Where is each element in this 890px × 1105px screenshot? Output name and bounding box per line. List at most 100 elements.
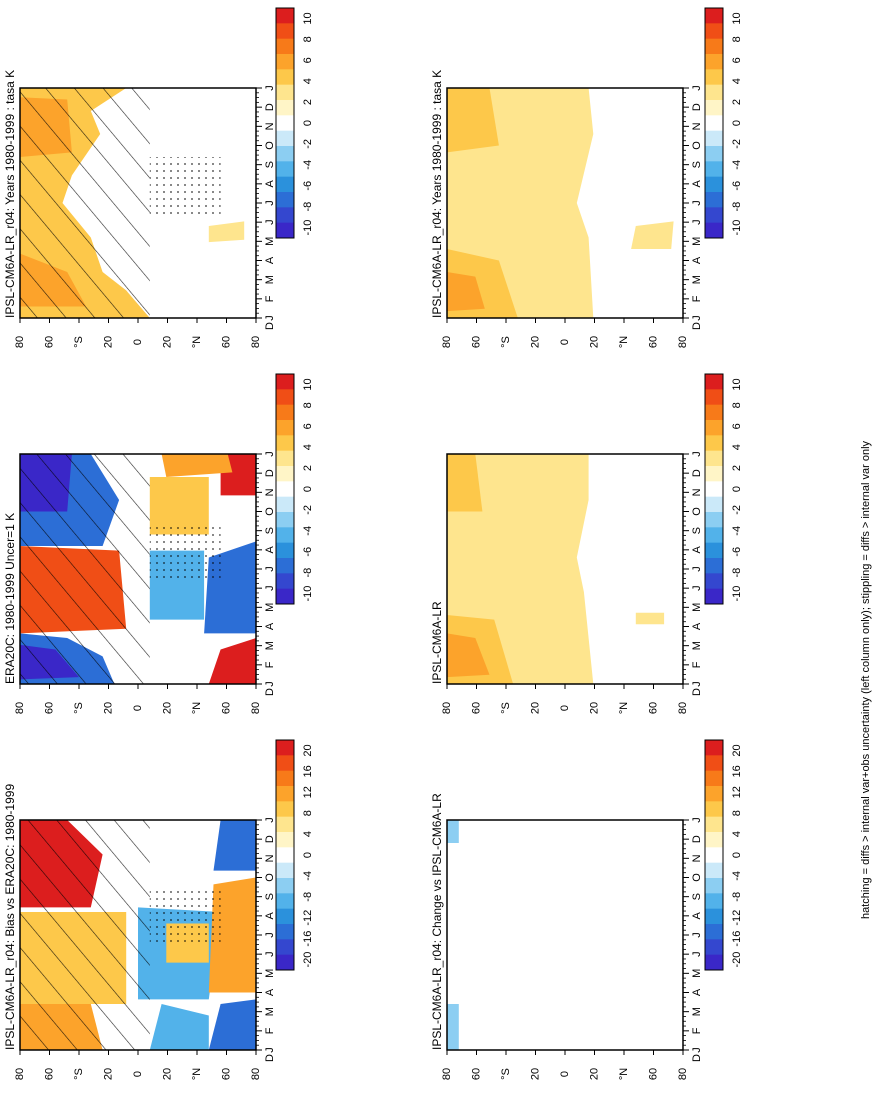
month-tick-label: M xyxy=(264,275,276,284)
colorbar-label: -8 xyxy=(302,568,314,578)
month-tick-label: S xyxy=(691,893,703,900)
colorbar-swatch xyxy=(705,801,723,818)
lat-tick-label: °N xyxy=(191,1068,203,1080)
colorbar-label: -4 xyxy=(302,871,314,881)
lat-tick-label: 20 xyxy=(161,702,173,714)
month-tick-label: J xyxy=(691,315,703,321)
colorbar-label: 12 xyxy=(731,786,743,798)
month-tick-label: J xyxy=(264,219,276,225)
lat-tick-label: °N xyxy=(618,1068,630,1080)
month-tick-label: J xyxy=(264,1047,276,1053)
colorbar-swatch xyxy=(705,176,723,193)
colorbar-swatch xyxy=(705,755,723,772)
stippling xyxy=(149,523,221,581)
colorbar-swatch xyxy=(276,740,294,756)
colorbar-swatch xyxy=(705,878,723,894)
colorbar-swatch xyxy=(276,176,294,193)
colorbar-label: 0 xyxy=(731,486,743,492)
month-tick-label: M xyxy=(264,1007,276,1016)
lat-tick-label: °S xyxy=(73,336,85,348)
colorbar-label: 6 xyxy=(302,57,314,63)
lat-tick-label: °N xyxy=(191,336,203,348)
month-tick-label: A xyxy=(691,546,703,554)
axis-start-label: D xyxy=(264,1054,276,1062)
colorbar-swatch xyxy=(705,389,723,406)
month-tick-label: A xyxy=(691,180,703,188)
colorbar-swatch xyxy=(276,527,294,544)
colorbar-swatch xyxy=(276,69,294,86)
month-tick-label: D xyxy=(691,835,703,843)
colorbar-swatch xyxy=(276,146,294,162)
panel-title: IPSL-CM6A-LR xyxy=(430,601,444,684)
lat-tick-label: 0 xyxy=(132,705,144,711)
contour-region xyxy=(447,454,483,512)
colorbar-swatch xyxy=(276,161,294,178)
colorbar-label: 12 xyxy=(302,786,314,798)
colorbar-swatch xyxy=(705,481,723,498)
colorbar-label: -10 xyxy=(302,586,314,602)
lat-tick-label: 20 xyxy=(588,1068,600,1080)
colorbar-label: 20 xyxy=(302,744,314,756)
colorbar-swatch xyxy=(705,862,723,879)
colorbar-frame xyxy=(275,373,295,605)
month-tick-label: O xyxy=(691,141,703,150)
month-tick-label: O xyxy=(264,507,276,516)
colorbar-label: 10 xyxy=(731,378,743,390)
lat-tick-label: °S xyxy=(73,1068,85,1080)
lat-tick-label: 60 xyxy=(220,1068,232,1080)
colorbar-swatch xyxy=(276,832,294,848)
colorbar-frame xyxy=(275,7,295,239)
colorbar-swatch xyxy=(276,878,294,894)
month-tick-label: J xyxy=(264,585,276,591)
colorbar-swatch xyxy=(705,542,723,559)
colorbar-swatch xyxy=(276,954,294,971)
month-tick-label: N xyxy=(691,122,703,130)
colorbar-label: 2 xyxy=(731,99,743,105)
lat-tick-label: 60 xyxy=(43,1068,55,1080)
contour-region xyxy=(447,633,490,678)
colorbar-swatch xyxy=(276,924,294,940)
month-tick-label: F xyxy=(264,1027,276,1034)
colorbar-swatch xyxy=(276,192,294,208)
colorbar-label: 8 xyxy=(302,36,314,42)
colorbar-label: -12 xyxy=(731,910,743,926)
colorbar-swatch xyxy=(276,558,294,574)
month-tick-label: J xyxy=(264,932,276,938)
month-tick-label: S xyxy=(264,893,276,900)
contour-region xyxy=(635,612,665,625)
contour-region xyxy=(208,221,245,243)
plot-area xyxy=(447,820,683,1050)
colorbar-swatch xyxy=(276,207,294,224)
month-tick-label: M xyxy=(691,275,703,284)
month-tick-label: S xyxy=(264,161,276,168)
colorbar-swatch xyxy=(705,924,723,940)
colorbar-frame xyxy=(704,7,724,239)
lat-tick-label: 80 xyxy=(14,336,26,348)
colorbar-swatch xyxy=(276,130,294,147)
month-tick-label: J xyxy=(691,200,703,206)
month-tick-label: A xyxy=(264,912,276,920)
month-tick-label: J xyxy=(691,817,703,823)
month-tick-label: J xyxy=(691,951,703,957)
lat-tick-label: 80 xyxy=(677,1068,689,1080)
month-tick-label: J xyxy=(691,585,703,591)
colorbar-swatch xyxy=(276,862,294,879)
month-tick-label: S xyxy=(691,527,703,534)
colorbar-swatch xyxy=(705,588,723,605)
colorbar-swatch xyxy=(705,222,723,239)
lat-tick-label: 80 xyxy=(677,336,689,348)
colorbar-label: 10 xyxy=(302,378,314,390)
month-tick-label: M xyxy=(691,603,703,612)
colorbar-swatch xyxy=(705,786,723,802)
colorbar-swatch xyxy=(276,450,294,467)
colorbar-label: 4 xyxy=(731,78,743,84)
lat-tick-label: 20 xyxy=(529,336,541,348)
lat-tick-label: °S xyxy=(73,702,85,714)
lat-tick-label: 20 xyxy=(588,336,600,348)
lat-tick-label: 0 xyxy=(559,1071,571,1077)
month-tick-label: J xyxy=(264,451,276,457)
colorbar-label: 8 xyxy=(731,402,743,408)
axis-start-label: D xyxy=(264,322,276,330)
